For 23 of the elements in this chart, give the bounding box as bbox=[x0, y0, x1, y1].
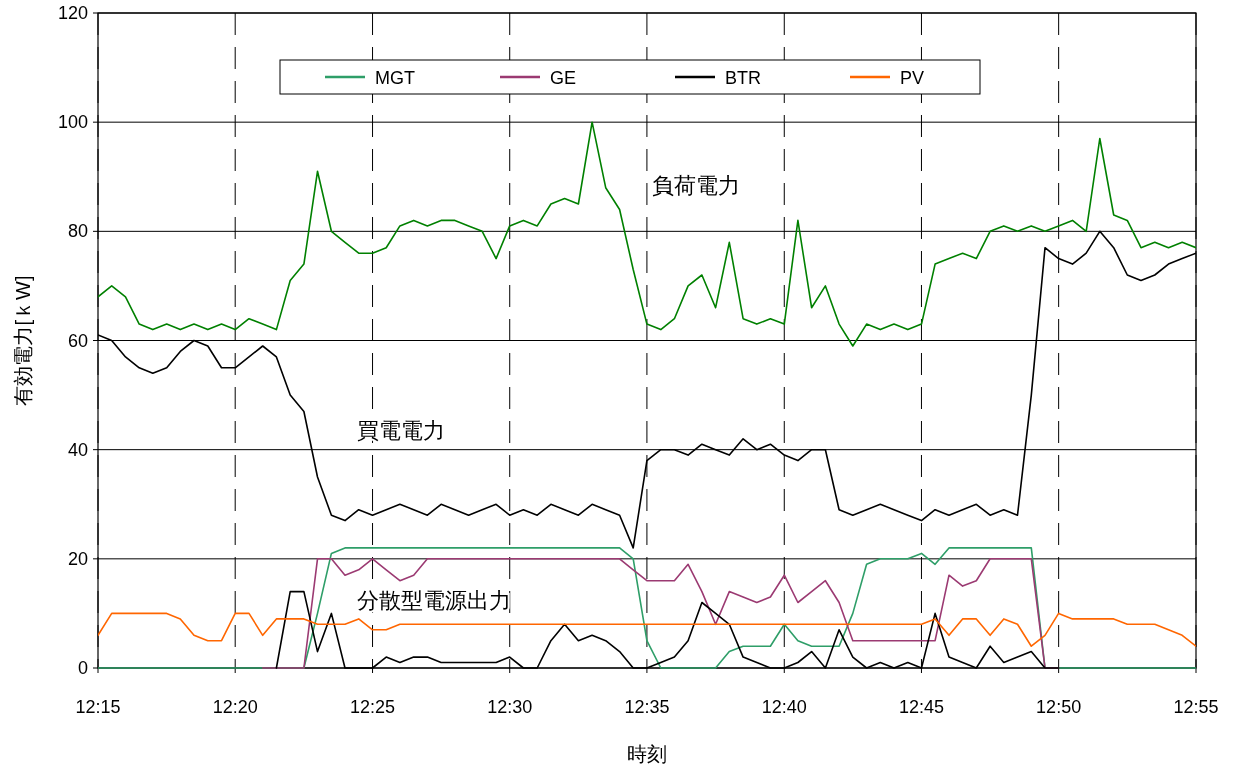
y-tick-label: 80 bbox=[67, 221, 88, 242]
x-tick-label: 12:50 bbox=[1036, 697, 1082, 717]
legend-label: MGT bbox=[375, 68, 415, 88]
x-tick-label: 12:15 bbox=[75, 697, 121, 717]
x-axis-title: 時刻 bbox=[627, 743, 667, 765]
x-tick-label: 12:25 bbox=[350, 697, 396, 717]
y-tick-label: 0 bbox=[77, 658, 88, 678]
legend-label: GE bbox=[550, 68, 577, 88]
x-tick-label: 12:40 bbox=[761, 697, 807, 717]
x-tick-label: 12:45 bbox=[898, 697, 944, 717]
annotation: 負荷電力 bbox=[652, 173, 740, 198]
x-tick-label: 12:20 bbox=[212, 697, 258, 717]
y-tick-label: 20 bbox=[67, 548, 88, 569]
legend-label: PV bbox=[900, 68, 925, 88]
y-tick-label: 40 bbox=[67, 439, 88, 460]
x-tick-label: 12:35 bbox=[624, 697, 670, 717]
legend-label: BTR bbox=[725, 68, 761, 88]
y-tick-label: 100 bbox=[57, 112, 88, 133]
y-tick-label: 120 bbox=[57, 3, 88, 23]
y-tick-label: 60 bbox=[67, 330, 88, 351]
y-axis-title: 有効電力[ｋW] bbox=[12, 275, 34, 406]
x-tick-label: 12:30 bbox=[487, 697, 533, 717]
x-tick-label: 12:55 bbox=[1173, 697, 1219, 717]
